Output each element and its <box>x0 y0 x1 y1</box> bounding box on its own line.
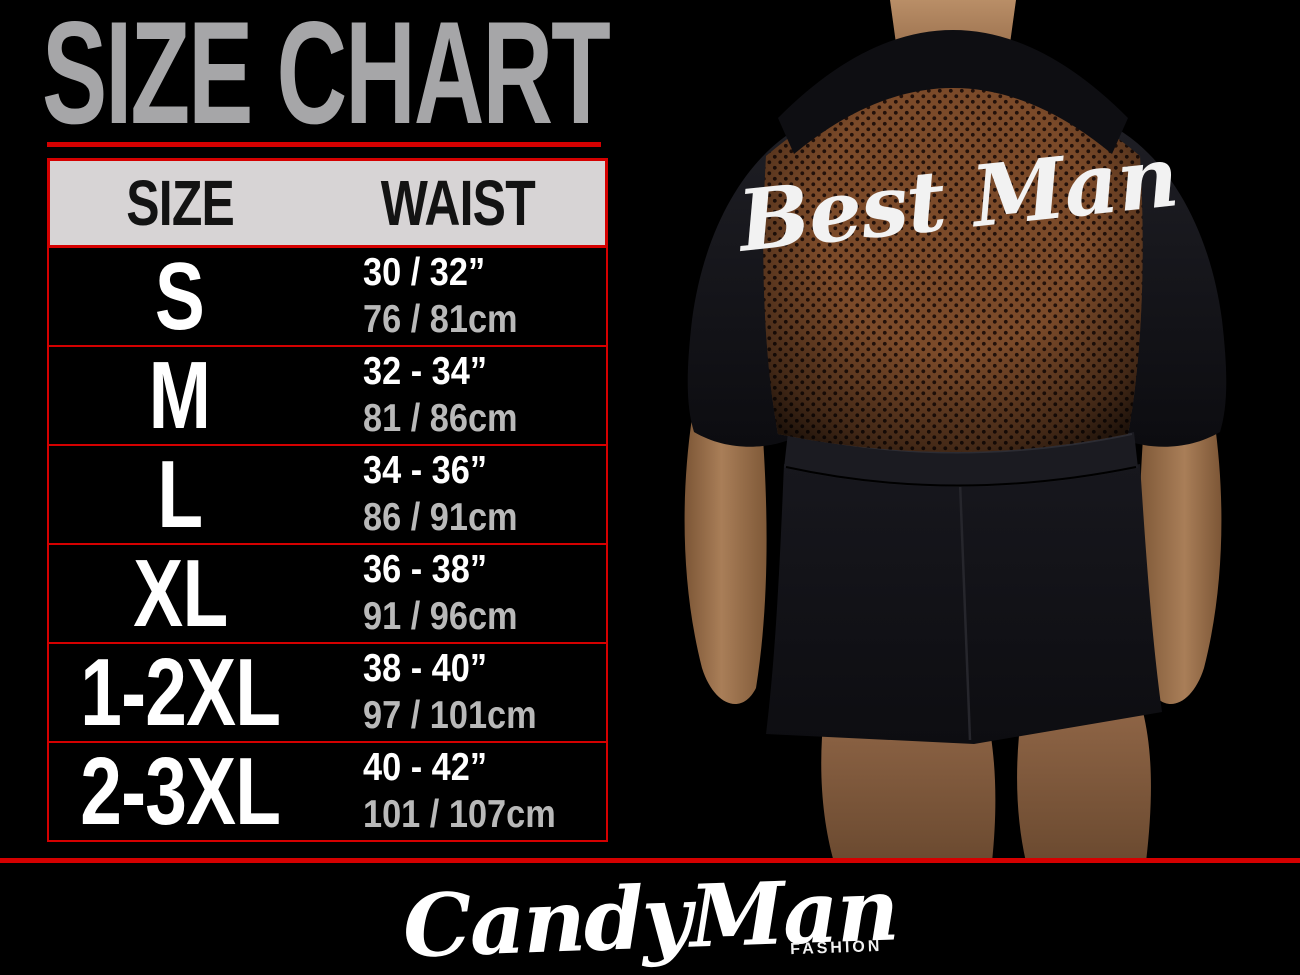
waist-cell: 34 - 36” 86 / 91cm <box>311 446 606 543</box>
brand-logo: CandyMan FASHION <box>401 859 898 975</box>
table-row: 1-2XL 38 - 40” 97 / 101cm <box>47 642 608 743</box>
table-row: L 34 - 36” 86 / 91cm <box>47 444 608 545</box>
header-waist-label: WAIST <box>380 167 536 239</box>
waist-cm: 97 / 101cm <box>362 693 537 737</box>
model-right-leg <box>1017 708 1151 862</box>
waist-inches: 36 - 38” <box>362 547 487 591</box>
robe-collar <box>778 30 1128 154</box>
brand-subtitle: FASHION <box>789 937 883 959</box>
title-underline <box>47 142 601 147</box>
waist-inches: 30 / 32” <box>362 250 485 294</box>
bottom-divider <box>0 858 1300 863</box>
waist-cell: 30 / 32” 76 / 81cm <box>311 248 606 345</box>
size-label: S <box>155 242 205 350</box>
size-label: L <box>157 440 203 548</box>
size-cell: M <box>49 347 311 444</box>
waist-cm: 81 / 86cm <box>362 396 518 440</box>
footer: CandyMan FASHION <box>0 859 1300 975</box>
page-title-text: SIZE CHART <box>42 0 611 154</box>
model-photo: Best Man <box>684 0 1227 862</box>
model-right-forearm <box>1139 418 1222 705</box>
waist-cell: 36 - 38” 91 / 96cm <box>311 545 606 642</box>
header-size-label: SIZE <box>126 167 236 239</box>
page-title: SIZE CHART <box>42 0 652 150</box>
size-label: 1-2XL <box>79 638 281 746</box>
waist-cm: 101 / 107cm <box>362 792 556 836</box>
size-cell: L <box>49 446 311 543</box>
waist-inches: 32 - 34” <box>362 349 487 393</box>
table-row: XL 36 - 38” 91 / 96cm <box>47 543 608 644</box>
size-cell: 1-2XL <box>49 644 311 741</box>
waist-cm: 76 / 81cm <box>362 297 518 341</box>
robe-belt-edge <box>785 466 1137 487</box>
robe-skirt-seam <box>958 481 972 741</box>
model-left-forearm <box>684 418 767 705</box>
waist-cm: 91 / 96cm <box>362 594 518 638</box>
table-row: S 30 / 32” 76 / 81cm <box>47 246 608 347</box>
size-table-header: SIZE WAIST <box>47 158 608 248</box>
waist-inches: 34 - 36” <box>362 448 487 492</box>
header-size: SIZE <box>50 161 311 245</box>
model-left-leg <box>821 710 996 862</box>
size-label: 2-3XL <box>79 737 281 845</box>
waist-inches: 38 - 40” <box>362 646 487 690</box>
size-cell: XL <box>49 545 311 642</box>
waist-inches: 40 - 42” <box>362 745 487 789</box>
waist-cell: 38 - 40” 97 / 101cm <box>311 644 606 741</box>
size-cell: S <box>49 248 311 345</box>
waist-cm: 86 / 91cm <box>362 495 518 539</box>
header-waist: WAIST <box>311 161 605 245</box>
size-table: SIZE WAIST S 30 / 32” 76 / 81cm M 32 - 3… <box>47 158 608 842</box>
size-label: M <box>149 341 211 449</box>
mesh-shading <box>763 77 1143 452</box>
table-row: 2-3XL 40 - 42” 101 / 107cm <box>47 741 608 842</box>
waist-cell: 32 - 34” 81 / 86cm <box>311 347 606 444</box>
size-label: XL <box>132 539 228 647</box>
size-cell: 2-3XL <box>49 743 311 840</box>
table-row: M 32 - 34” 81 / 86cm <box>47 345 608 446</box>
waist-cell: 40 - 42” 101 / 107cm <box>311 743 606 840</box>
